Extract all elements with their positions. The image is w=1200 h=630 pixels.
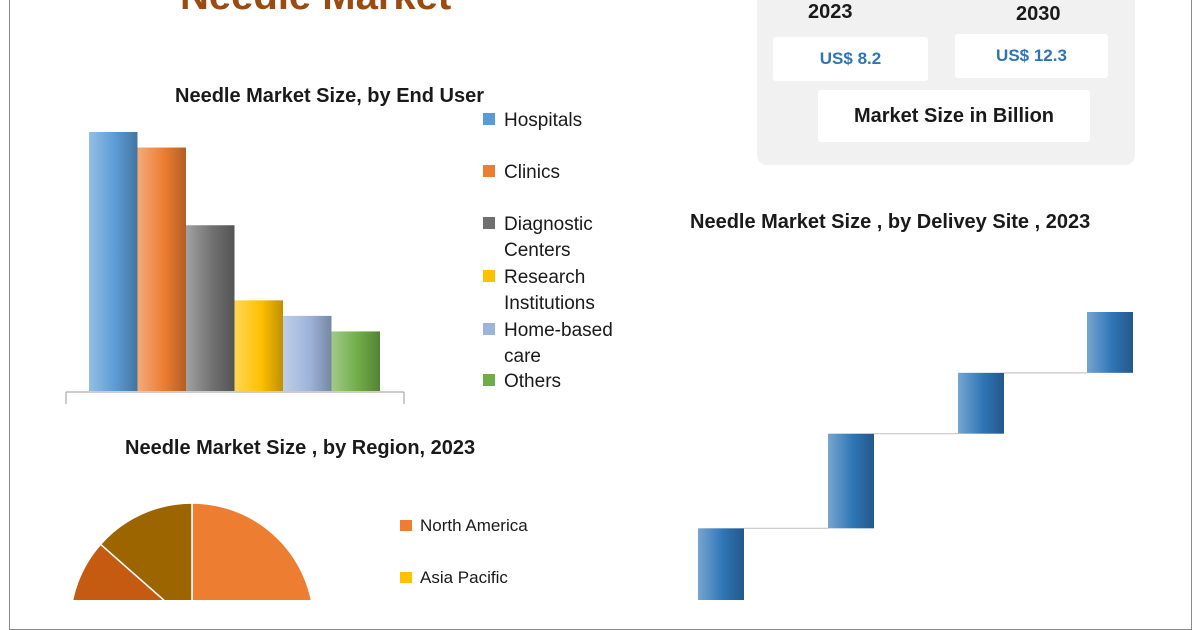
legend-swatch [400, 572, 412, 583]
legend-label: Home-based care [504, 320, 613, 367]
waterfall-step-4 [1087, 312, 1133, 373]
end-user-bar-chart [65, 132, 405, 404]
legend-label: Diagnostic Centers [504, 214, 593, 261]
bar-research-institutions [234, 300, 283, 391]
bar-hospitals [89, 132, 138, 391]
legend-label: Hospitals [504, 110, 583, 131]
legend-item-asia-pacific: Asia Pacific [400, 567, 600, 589]
legend-swatch [483, 323, 495, 335]
value-2030: US$ 12.3 [955, 34, 1108, 78]
waterfall-step-1 [698, 528, 744, 600]
market-size-caption: Market Size in Billion [818, 90, 1090, 142]
delivery-site-waterfall-chart [698, 312, 1133, 600]
legend-label: Others [504, 371, 562, 392]
legend-swatch [483, 113, 495, 125]
bar-home-based-care [283, 315, 332, 391]
legend-label: North America [420, 516, 528, 535]
year-start-label: 2023 [808, 1, 853, 23]
bar-others [331, 331, 380, 391]
legend-label: Asia Pacific [420, 568, 508, 587]
legend-item-others: Others [483, 369, 629, 395]
legend-label: Clinics [504, 162, 560, 183]
region-pie-chart [71, 502, 313, 600]
bar-clinics [137, 147, 186, 391]
legend-item-hospitals: Hospitals [483, 108, 629, 134]
legend-item-north-america: North America [400, 515, 600, 537]
legend-item-clinics: Clinics [483, 160, 629, 186]
end-user-chart-title: Needle Market Size, by End User [175, 85, 485, 107]
bar-diagnostic-centers [186, 225, 235, 391]
legend-item-research-institutions: Research Institutions [483, 265, 629, 317]
legend-swatch [400, 520, 412, 531]
pie-slice-north-america [191, 502, 313, 600]
legend-item-home-based-care: Home-based care [483, 318, 629, 370]
waterfall-step-2 [828, 433, 874, 529]
legend-swatch [483, 374, 495, 386]
legend-label: Research Institutions [504, 267, 595, 314]
page-title: Needle Market [180, 0, 540, 16]
value-2023: US$ 8.2 [773, 37, 928, 81]
legend-item-diagnostic-centers: Diagnostic Centers [483, 212, 629, 264]
region-chart-title: Needle Market Size , by Region, 2023 [125, 437, 476, 459]
year-end-label: 2030 [1016, 3, 1061, 25]
pie-slice-3 [71, 543, 165, 600]
waterfall-step-3 [958, 372, 1004, 434]
legend-swatch [483, 165, 495, 177]
delivery-site-chart-title: Needle Market Size , by Delivey Site , 2… [690, 211, 1091, 233]
legend-swatch [483, 270, 495, 282]
pie-slice-2 [99, 502, 193, 600]
legend-swatch [483, 217, 495, 229]
